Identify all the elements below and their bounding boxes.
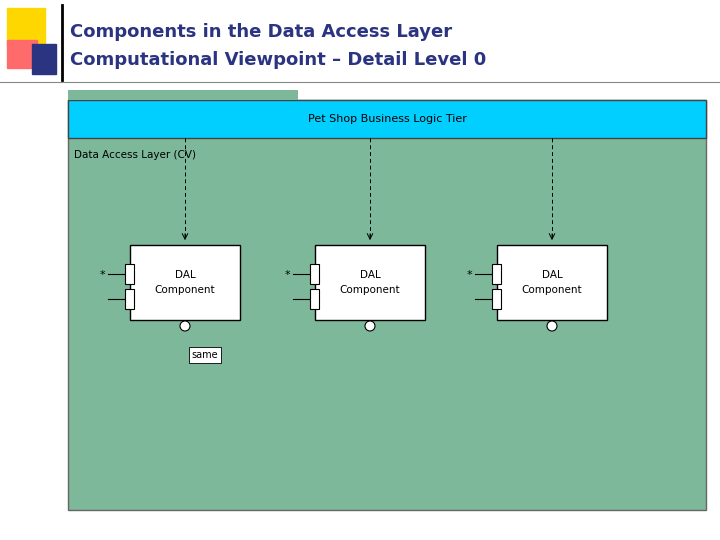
Bar <box>68 100 706 510</box>
Bar <box>310 288 318 308</box>
Bar <box>130 245 240 320</box>
Text: *: * <box>99 270 105 280</box>
Bar <box>32 44 56 74</box>
Text: DAL
Component: DAL Component <box>340 270 400 295</box>
Text: DAL
Component: DAL Component <box>155 270 215 295</box>
Text: *: * <box>284 270 290 280</box>
Circle shape <box>180 321 190 331</box>
Bar <box>68 100 706 138</box>
Bar <box>68 90 298 100</box>
Circle shape <box>365 321 375 331</box>
Text: *: * <box>466 270 472 280</box>
Bar <box>497 245 607 320</box>
Bar <box>7 8 45 46</box>
Bar <box>125 264 133 284</box>
Bar <box>68 90 298 133</box>
Bar <box>310 264 318 284</box>
Text: Components in the Data Access Layer: Components in the Data Access Layer <box>70 23 452 41</box>
Circle shape <box>547 321 557 331</box>
Bar <box>7 40 37 68</box>
Bar <box>492 288 500 308</box>
Text: Pet Shop Business Logic Tier: Pet Shop Business Logic Tier <box>307 114 467 124</box>
Text: Data Access Layer (CV): Data Access Layer (CV) <box>74 150 196 160</box>
Text: Computational Viewpoint – Detail Level 0: Computational Viewpoint – Detail Level 0 <box>70 51 486 69</box>
Text: DAL
Component: DAL Component <box>522 270 582 295</box>
Bar <box>492 264 500 284</box>
Bar <box>315 245 425 320</box>
Bar <box>125 288 133 308</box>
Text: same: same <box>192 350 218 360</box>
